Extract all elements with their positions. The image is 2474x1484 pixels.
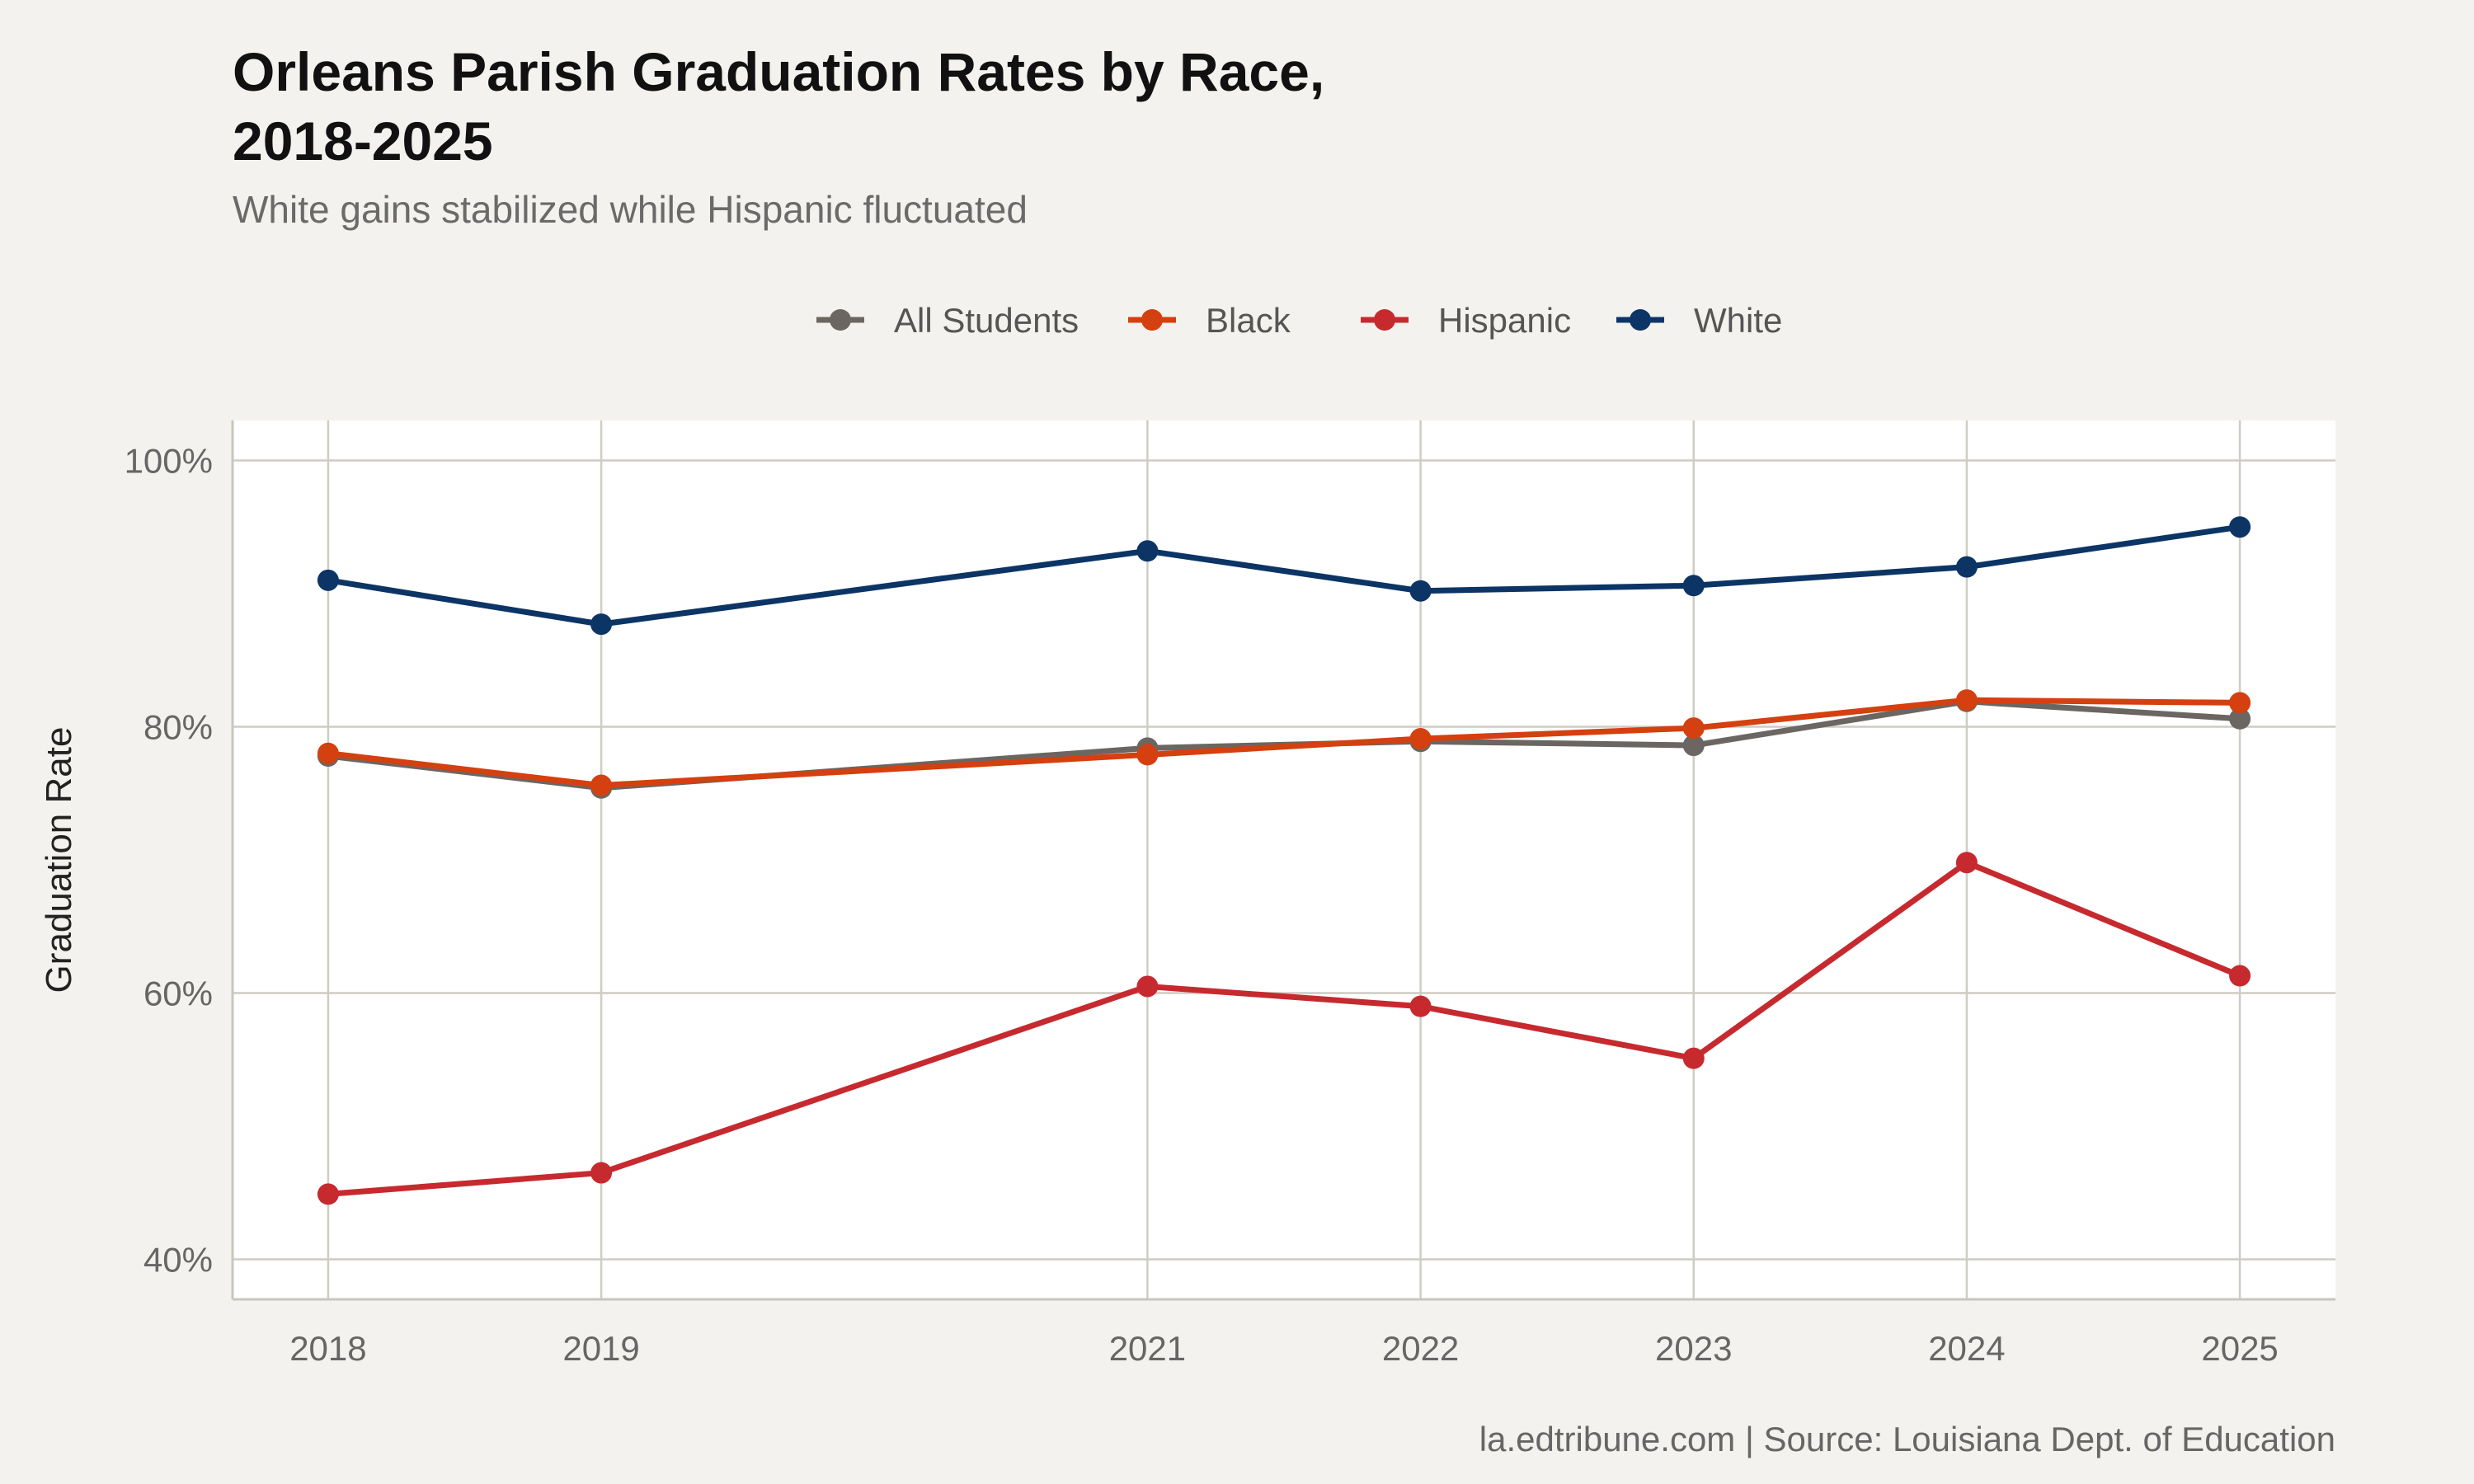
- data-point-white: [1136, 540, 1159, 562]
- data-point-black: [590, 774, 613, 796]
- data-point-white: [1682, 575, 1705, 597]
- x-tick-label: 2019: [562, 1329, 639, 1368]
- legend-swatch-dot: [830, 309, 851, 331]
- chart-caption: la.edtribune.com | Source: Louisiana Dep…: [1479, 1420, 2335, 1458]
- x-tick-label: 2025: [2201, 1329, 2278, 1368]
- legend-swatch-dot: [1630, 309, 1651, 331]
- data-point-all-students: [1682, 735, 1705, 757]
- legend-label: Black: [1206, 301, 1291, 340]
- legend-swatch-dot: [1374, 309, 1395, 331]
- y-axis-title: Graduation Rate: [39, 727, 79, 993]
- legend-label: Hispanic: [1438, 301, 1571, 340]
- data-point-white: [1955, 556, 1978, 578]
- data-point-all-students: [2229, 707, 2251, 730]
- legend-item-black: Black: [1128, 301, 1291, 340]
- data-point-white: [590, 613, 613, 636]
- data-point-black: [2229, 692, 2251, 714]
- data-point-hispanic: [317, 1183, 339, 1205]
- x-tick-label: 2024: [1928, 1329, 2005, 1368]
- data-point-black: [317, 742, 339, 764]
- series-white: [317, 516, 2251, 636]
- y-tick-label: 80%: [143, 707, 213, 746]
- y-tick-label: 100%: [125, 441, 213, 480]
- data-point-white: [1409, 580, 1432, 602]
- chart-title-line-1: Orleans Parish Graduation Rates by Race,: [233, 41, 1324, 102]
- x-tick-label: 2018: [289, 1329, 366, 1368]
- data-point-black: [1682, 717, 1705, 740]
- data-point-hispanic: [1136, 975, 1159, 998]
- axes: 40% 60% 80% 100% 2018 2019 2021 2022 2023 2024 202…: [125, 420, 2335, 1368]
- legend-item-all-students: All Students: [816, 301, 1079, 340]
- plot-background: [233, 420, 2335, 1299]
- legend-item-white: White: [1616, 301, 1782, 340]
- legend-label: All Students: [894, 301, 1079, 340]
- data-point-white: [2229, 516, 2251, 538]
- data-point-hispanic: [590, 1162, 613, 1184]
- data-point-hispanic: [1682, 1047, 1705, 1069]
- legend-item-hispanic: Hispanic: [1361, 301, 1571, 340]
- legend-label: White: [1694, 301, 1782, 340]
- chart-title-line-2: 2018-2025: [233, 110, 493, 171]
- data-point-hispanic: [1955, 852, 1978, 874]
- data-point-black: [1136, 744, 1159, 766]
- data-point-black: [1955, 689, 1978, 711]
- y-tick-label: 60%: [143, 974, 213, 1013]
- data-point-hispanic: [1409, 995, 1432, 1017]
- data-point-black: [1409, 728, 1432, 750]
- y-tick-label: 40%: [143, 1241, 213, 1280]
- x-tick-label: 2021: [1109, 1329, 1186, 1368]
- x-tick-label: 2022: [1382, 1329, 1459, 1368]
- legend: All Students Black Hispanic White: [816, 301, 1782, 340]
- series-black: [317, 689, 2251, 796]
- chart-subtitle: White gains stabilized while Hispanic fl…: [233, 188, 1028, 231]
- legend-swatch-dot: [1141, 309, 1163, 331]
- x-tick-label: 2023: [1655, 1329, 1732, 1368]
- series-layer: [317, 516, 2251, 1205]
- data-point-white: [317, 569, 339, 591]
- series-hispanic: [317, 852, 2251, 1205]
- data-point-hispanic: [2229, 965, 2251, 987]
